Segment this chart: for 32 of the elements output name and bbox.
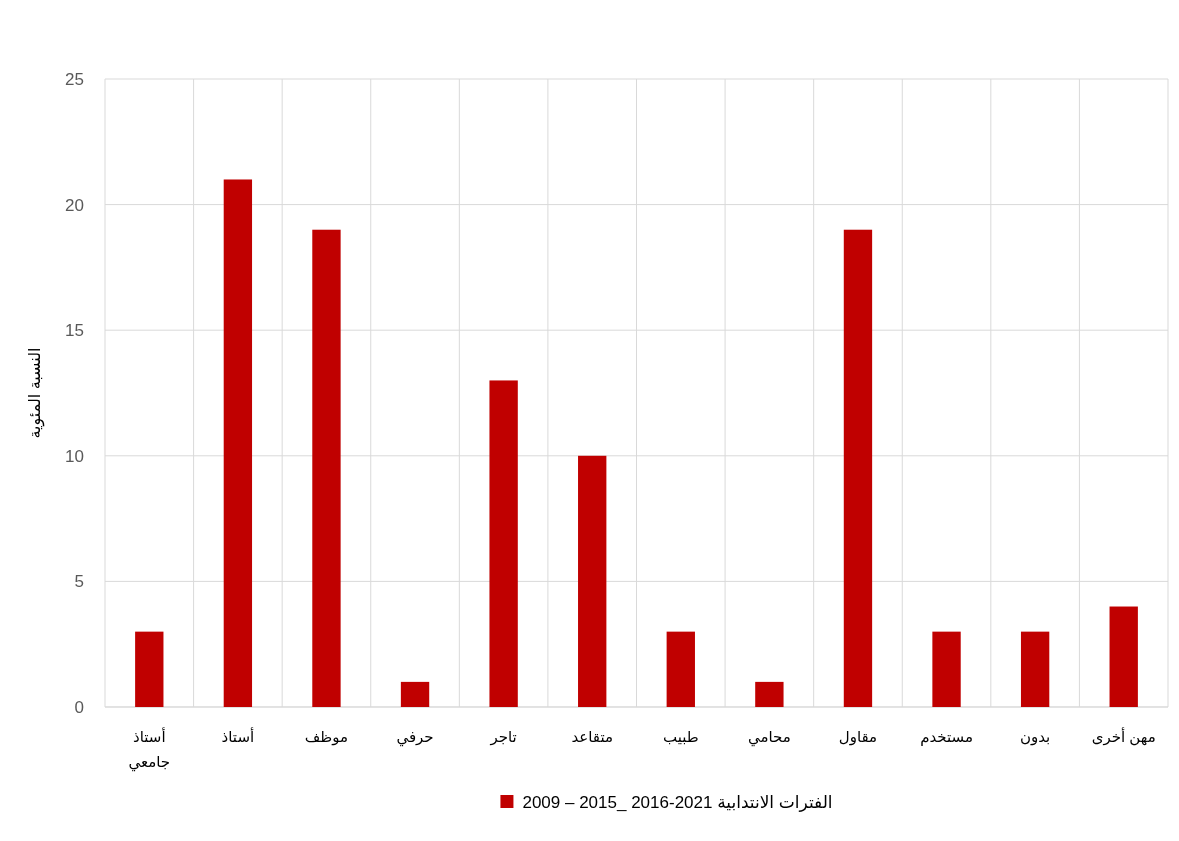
bar: [312, 229, 341, 707]
x-tick-label: حرفي: [396, 728, 434, 747]
bar: [843, 229, 873, 707]
bar: [1109, 606, 1138, 707]
x-tick-label: طبيب: [662, 728, 699, 745]
x-tick-label: مهن أخرى: [1091, 727, 1156, 746]
y-tick-label: 20: [65, 195, 84, 215]
x-tick-label: موظف: [304, 728, 349, 746]
bar: [1020, 631, 1050, 707]
x-tick-label: محامي: [747, 728, 791, 747]
x-tick-label: مقاول: [838, 728, 878, 746]
x-tick-label: أستاذ: [221, 727, 255, 745]
x-tick-label: مستخدم: [920, 728, 973, 746]
bar: [489, 380, 518, 707]
legend: 2009 – 2015_ 2016-2021 الفترات الانتدابية: [500, 793, 833, 812]
x-tick-label: متقاعد: [571, 728, 613, 745]
y-tick-label: 25: [65, 70, 84, 89]
bar: [578, 455, 607, 707]
bar: [135, 631, 164, 707]
x-tick-label: تاجر: [489, 728, 517, 746]
y-tick-label: 0: [74, 698, 84, 717]
y-tick-label: 10: [65, 446, 84, 466]
bar: [755, 681, 784, 707]
bar: [666, 631, 695, 707]
x-tick-label: بدون: [1019, 728, 1051, 746]
y-axis-title: النسبة المئوية: [26, 347, 45, 439]
bar: [400, 681, 430, 707]
y-tick-label: 15: [65, 321, 84, 341]
x-tick-label: أستاذ جامعي: [128, 727, 171, 772]
bar: [223, 179, 253, 707]
bar: [932, 631, 961, 707]
y-tick-label: 5: [74, 572, 84, 592]
